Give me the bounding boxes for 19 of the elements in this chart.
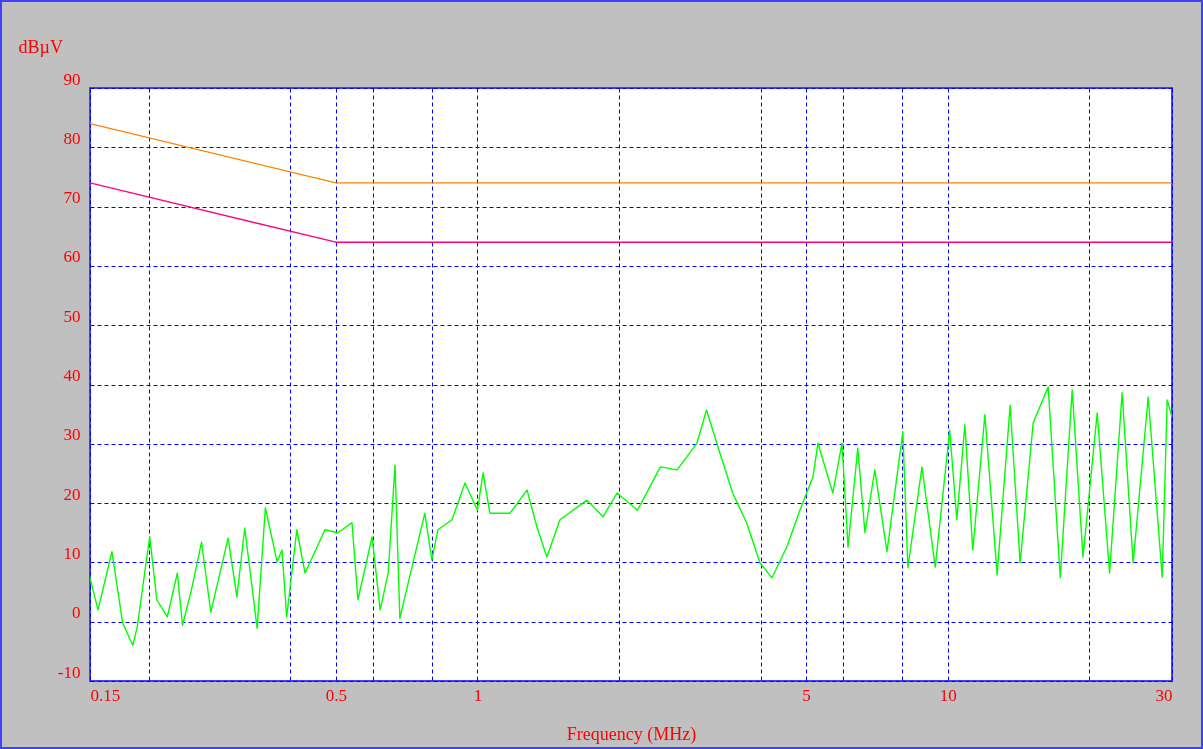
y-tick-label: 80 (63, 128, 81, 148)
x-tick-label: 30 (1155, 685, 1173, 705)
y-tick-label: 50 (63, 306, 81, 326)
y-axis-title: dBµV (18, 36, 63, 57)
y-tick-label: 60 (63, 247, 81, 267)
y-tick-label: 0 (72, 603, 81, 623)
x-tick-label: 0.15 (90, 685, 121, 705)
y-tick-label: 40 (63, 366, 81, 385)
y-tick-label: 30 (63, 425, 81, 445)
x-tick-label: 1 (473, 685, 483, 705)
x-tick-label: 5 (802, 685, 811, 705)
x-axis-title: Frequency (MHz) (566, 723, 697, 745)
x-tick-label: 10 (939, 685, 957, 705)
y-tick-label: 10 (63, 543, 81, 563)
x-tick-label: 0.5 (325, 685, 347, 705)
y-tick-label: 90 (63, 69, 81, 89)
y-tick-label: 70 (63, 188, 81, 208)
y-tick-label: 20 (63, 484, 81, 504)
y-tick-label: -10 (57, 662, 81, 682)
